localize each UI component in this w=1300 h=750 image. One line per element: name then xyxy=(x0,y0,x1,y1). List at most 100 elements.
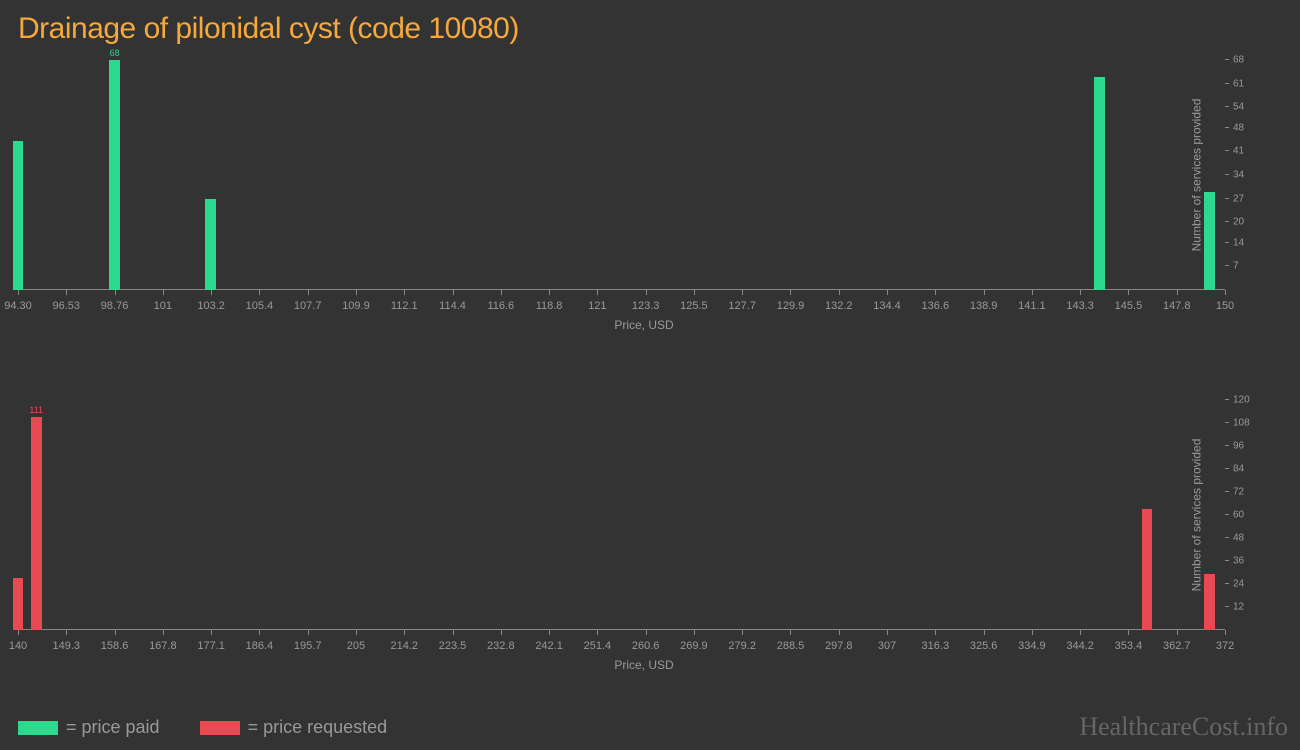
y-axis-title: Number of services provided xyxy=(1190,439,1204,592)
x-tick xyxy=(1032,290,1033,295)
x-tick-label: 344.2 xyxy=(1066,640,1094,652)
legend-label: = price requested xyxy=(248,717,388,738)
x-tick xyxy=(742,630,743,635)
y-tick-label: 48 xyxy=(1233,533,1244,544)
x-tick xyxy=(790,290,791,295)
legend-swatch xyxy=(18,721,58,735)
bar-value-label: 68 xyxy=(110,48,120,58)
y-tick-label: 14 xyxy=(1233,237,1244,248)
y-tick-label: 48 xyxy=(1233,122,1244,133)
x-tick-label: 141.1 xyxy=(1018,300,1046,312)
x-tick-label: 353.4 xyxy=(1115,640,1143,652)
x-tick-label: 150 xyxy=(1216,300,1234,312)
x-tick xyxy=(115,290,116,295)
bar xyxy=(1094,77,1105,290)
x-tick xyxy=(549,290,550,295)
x-tick-label: 98.76 xyxy=(101,300,129,312)
x-tick-label: 118.8 xyxy=(536,300,563,312)
x-tick xyxy=(1177,630,1178,635)
y-tick xyxy=(1225,537,1229,538)
bar-value-label: 111 xyxy=(29,405,43,415)
x-tick-label: 103.2 xyxy=(197,300,225,312)
x-tick xyxy=(308,290,309,295)
x-tick xyxy=(839,630,840,635)
y-tick xyxy=(1225,399,1229,400)
x-tick xyxy=(18,630,19,635)
x-tick-label: 372 xyxy=(1216,640,1234,652)
x-tick-label: 158.6 xyxy=(101,640,129,652)
x-tick-label: 145.5 xyxy=(1115,300,1143,312)
x-tick xyxy=(839,290,840,295)
x-tick xyxy=(356,290,357,295)
x-axis-title: Price, USD xyxy=(614,658,673,672)
y-tick xyxy=(1225,242,1229,243)
x-tick-label: 105.4 xyxy=(246,300,274,312)
x-tick-label: 307 xyxy=(878,640,896,652)
x-tick xyxy=(597,290,598,295)
x-tick-label: 123.3 xyxy=(632,300,660,312)
y-tick-label: 120 xyxy=(1233,395,1250,406)
x-tick xyxy=(1128,290,1129,295)
x-tick xyxy=(259,630,260,635)
x-tick xyxy=(66,290,67,295)
y-tick-label: 72 xyxy=(1233,487,1244,498)
x-axis-title: Price, USD xyxy=(614,318,673,332)
x-tick xyxy=(646,630,647,635)
y-tick xyxy=(1225,606,1229,607)
y-tick xyxy=(1225,265,1229,266)
legend-item-paid: = price paid xyxy=(18,717,160,738)
x-tick xyxy=(935,290,936,295)
x-tick-label: 116.6 xyxy=(487,300,514,312)
x-tick xyxy=(1128,630,1129,635)
x-tick xyxy=(1225,630,1226,635)
legend-item-requested: = price requested xyxy=(200,717,388,738)
x-tick-label: 127.7 xyxy=(728,300,756,312)
x-tick xyxy=(404,630,405,635)
x-tick-label: 242.1 xyxy=(535,640,563,652)
bar xyxy=(205,199,216,290)
y-tick-label: 34 xyxy=(1233,170,1244,181)
x-tick-label: 147.8 xyxy=(1163,300,1191,312)
bar: 111 xyxy=(31,417,42,630)
x-tick-label: 114.4 xyxy=(439,300,466,312)
x-tick xyxy=(115,630,116,635)
x-tick-label: 109.9 xyxy=(342,300,370,312)
x-tick xyxy=(1080,630,1081,635)
x-tick xyxy=(211,290,212,295)
x-tick-label: 134.4 xyxy=(873,300,901,312)
y-tick-label: 84 xyxy=(1233,464,1244,475)
x-tick-label: 132.2 xyxy=(825,300,853,312)
x-tick xyxy=(259,290,260,295)
x-tick-label: 177.1 xyxy=(197,640,225,652)
x-tick-label: 125.5 xyxy=(680,300,708,312)
y-tick-label: 96 xyxy=(1233,441,1244,452)
x-axis xyxy=(18,629,1225,630)
x-tick-label: 205 xyxy=(347,640,365,652)
y-tick-label: 20 xyxy=(1233,217,1244,228)
x-tick-label: 269.9 xyxy=(680,640,708,652)
x-tick xyxy=(597,630,598,635)
x-tick xyxy=(1080,290,1081,295)
y-tick-label: 36 xyxy=(1233,556,1244,567)
x-tick xyxy=(694,630,695,635)
x-tick-label: 334.9 xyxy=(1018,640,1046,652)
x-axis xyxy=(18,289,1225,290)
y-tick xyxy=(1225,106,1229,107)
y-axis-title: Number of services provided xyxy=(1190,99,1204,252)
x-tick-label: 107.7 xyxy=(294,300,322,312)
x-tick xyxy=(66,630,67,635)
x-tick-label: 325.6 xyxy=(970,640,998,652)
y-tick-label: 27 xyxy=(1233,193,1244,204)
y-tick-label: 61 xyxy=(1233,78,1244,89)
x-tick xyxy=(356,630,357,635)
x-tick-label: 138.9 xyxy=(970,300,998,312)
x-tick xyxy=(742,290,743,295)
x-tick xyxy=(163,290,164,295)
x-tick xyxy=(549,630,550,635)
x-tick-label: 149.3 xyxy=(53,640,81,652)
y-tick-label: 54 xyxy=(1233,102,1244,113)
x-tick-label: 362.7 xyxy=(1163,640,1191,652)
x-tick-label: 223.5 xyxy=(439,640,467,652)
x-tick xyxy=(163,630,164,635)
x-tick xyxy=(984,290,985,295)
